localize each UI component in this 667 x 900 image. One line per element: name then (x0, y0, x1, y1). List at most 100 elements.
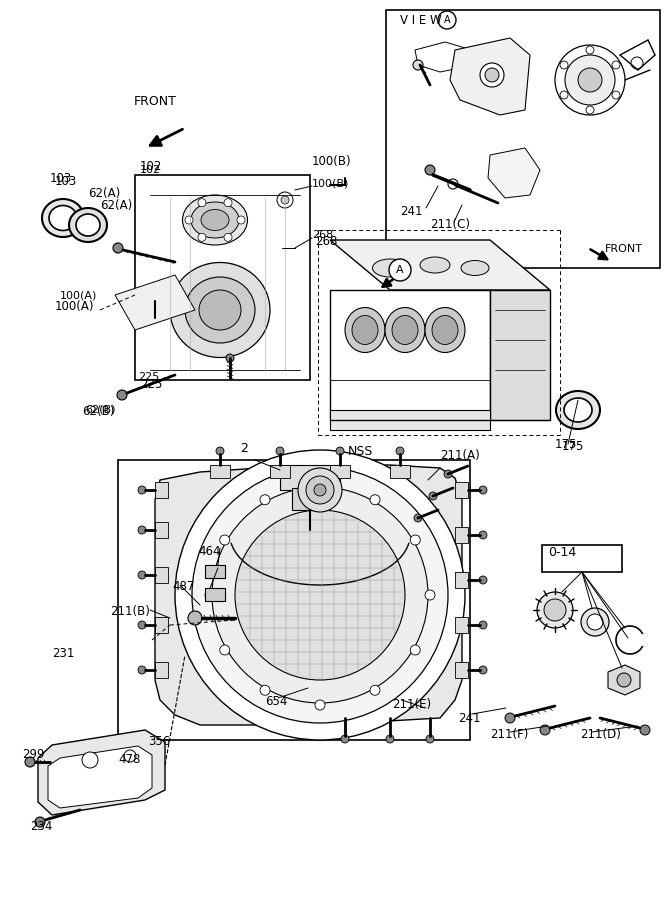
Circle shape (414, 514, 422, 522)
Circle shape (138, 666, 146, 674)
Text: 211(B): 211(B) (110, 605, 150, 618)
Circle shape (205, 590, 215, 600)
Circle shape (565, 55, 615, 105)
Text: 211(A): 211(A) (440, 449, 480, 462)
Text: 100(B): 100(B) (312, 155, 352, 168)
Circle shape (226, 354, 234, 362)
Ellipse shape (191, 202, 239, 238)
Bar (135, 175, 310, 380)
Text: 225: 225 (138, 372, 159, 382)
Bar (205, 565, 225, 578)
Circle shape (640, 725, 650, 735)
Circle shape (479, 666, 487, 674)
Circle shape (386, 735, 394, 743)
Polygon shape (330, 410, 490, 430)
Text: 62(A): 62(A) (88, 187, 120, 200)
Circle shape (224, 233, 232, 241)
Circle shape (396, 447, 404, 455)
Circle shape (425, 165, 435, 175)
Circle shape (224, 199, 232, 207)
Text: 175: 175 (555, 438, 578, 451)
Polygon shape (155, 482, 168, 498)
Text: 299: 299 (22, 749, 45, 761)
Circle shape (314, 484, 326, 496)
Ellipse shape (564, 398, 592, 422)
Polygon shape (390, 465, 410, 478)
Text: 225: 225 (140, 378, 162, 391)
Polygon shape (415, 42, 465, 72)
Circle shape (175, 450, 465, 740)
Circle shape (555, 45, 625, 115)
Circle shape (485, 68, 499, 82)
Circle shape (560, 91, 568, 99)
Circle shape (540, 725, 550, 735)
Polygon shape (455, 617, 468, 633)
Polygon shape (330, 240, 550, 290)
Circle shape (426, 735, 434, 743)
Ellipse shape (49, 205, 77, 230)
Circle shape (479, 486, 487, 494)
Circle shape (341, 735, 349, 743)
Text: 211(E): 211(E) (392, 698, 431, 711)
Circle shape (138, 526, 146, 534)
Circle shape (586, 106, 594, 114)
Circle shape (479, 531, 487, 539)
Circle shape (413, 60, 423, 70)
Ellipse shape (556, 391, 600, 429)
Polygon shape (155, 522, 168, 538)
Text: 62(B): 62(B) (85, 405, 115, 415)
Circle shape (612, 91, 620, 99)
Circle shape (444, 470, 452, 478)
Text: A: A (444, 15, 450, 25)
Circle shape (276, 447, 284, 455)
Circle shape (35, 817, 45, 827)
Polygon shape (490, 290, 550, 420)
Text: 268: 268 (315, 235, 338, 248)
Text: V I E W: V I E W (400, 14, 442, 27)
Bar (292, 488, 328, 510)
Circle shape (612, 61, 620, 69)
Text: 62(A): 62(A) (100, 199, 132, 212)
Text: 464: 464 (198, 545, 221, 558)
Circle shape (212, 487, 428, 703)
Circle shape (315, 480, 325, 490)
Polygon shape (330, 290, 490, 420)
Circle shape (410, 645, 420, 655)
Polygon shape (455, 572, 468, 588)
Circle shape (479, 576, 487, 584)
Ellipse shape (76, 214, 100, 236)
Polygon shape (155, 662, 168, 678)
Text: 356: 356 (148, 735, 170, 748)
Text: 241: 241 (458, 712, 480, 725)
Circle shape (117, 390, 127, 400)
Circle shape (480, 63, 504, 87)
Polygon shape (115, 275, 195, 330)
Ellipse shape (69, 208, 107, 242)
Ellipse shape (170, 263, 270, 357)
Polygon shape (118, 460, 470, 740)
Circle shape (82, 752, 98, 768)
Circle shape (479, 621, 487, 629)
Polygon shape (608, 665, 640, 695)
Circle shape (370, 685, 380, 696)
Text: 102: 102 (140, 160, 162, 173)
Text: FRONT: FRONT (133, 95, 177, 108)
Polygon shape (455, 527, 468, 543)
Circle shape (306, 476, 334, 504)
Text: 211(D): 211(D) (580, 728, 621, 741)
Text: 100(B): 100(B) (312, 178, 350, 188)
Ellipse shape (183, 195, 247, 245)
Circle shape (586, 46, 594, 54)
Ellipse shape (352, 316, 378, 345)
Text: 211(C): 211(C) (430, 218, 470, 231)
Circle shape (425, 590, 435, 600)
Circle shape (237, 216, 245, 224)
Circle shape (219, 645, 229, 655)
Circle shape (336, 447, 344, 455)
Text: 211(F): 211(F) (490, 728, 528, 741)
Text: 478: 478 (118, 753, 140, 766)
Circle shape (235, 510, 405, 680)
Bar (542, 545, 622, 572)
Ellipse shape (461, 260, 489, 275)
Circle shape (560, 61, 568, 69)
